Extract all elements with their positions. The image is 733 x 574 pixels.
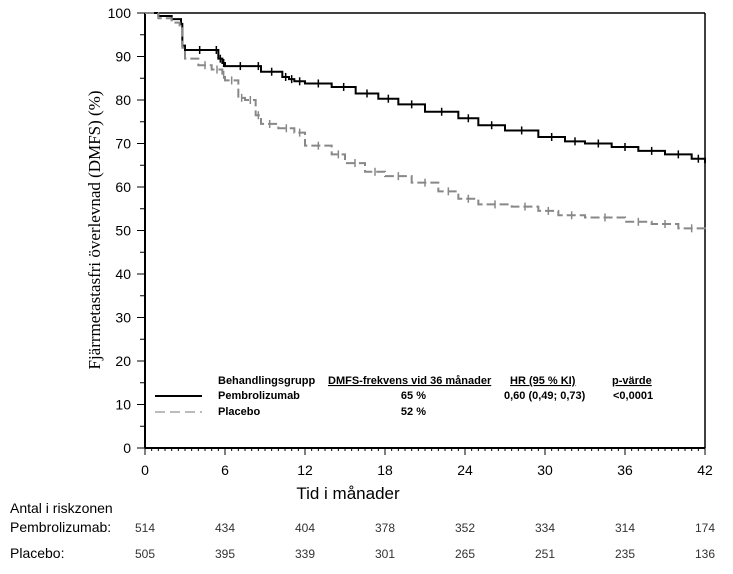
y-tick-label: 60 — [115, 179, 131, 195]
risk-table: Antal i riskzonen Pembrolizumab: Placebo… — [10, 500, 715, 561]
y-tick-label: 50 — [115, 223, 131, 239]
legend-header-group: Behandlingsgrupp — [218, 375, 315, 387]
risk-value: 505 — [135, 547, 155, 561]
y-tick-label: 10 — [115, 397, 131, 413]
legend-header-hr: HR (95 % KI) — [510, 375, 576, 387]
risk-value: 514 — [135, 521, 155, 535]
risk-row-values-pembrolizumab: 514 434 404 378 352 334 314 174 — [135, 521, 715, 535]
x-tick-label: 6 — [221, 462, 229, 478]
risk-value: 339 — [295, 547, 315, 561]
risk-value: 378 — [375, 521, 395, 535]
legend-header-rate: DMFS-frekvens vid 36 månader — [328, 375, 492, 387]
y-tick-label: 100 — [108, 5, 132, 21]
x-tick-label: 24 — [457, 462, 473, 478]
x-tick-label: 42 — [697, 462, 713, 478]
x-tick-label: 0 — [141, 462, 149, 478]
series-layer — [145, 12, 706, 233]
y-tick-labels: 0 10 20 30 40 50 60 70 80 90 100 — [108, 5, 132, 456]
risk-value: 334 — [535, 521, 555, 535]
legend-group-pembrolizumab: Pembrolizumab — [218, 390, 300, 402]
risk-value: 136 — [695, 547, 715, 561]
x-tick-label: 12 — [297, 462, 313, 478]
legend-hr-pembrolizumab: 0,60 (0,49; 0,73) — [504, 390, 586, 402]
legend-p-pembrolizumab: <0,0001 — [613, 390, 653, 402]
y-tick-label: 80 — [115, 92, 131, 108]
risk-value: 314 — [615, 521, 635, 535]
x-tick-label: 30 — [537, 462, 553, 478]
risk-row-label-pembrolizumab: Pembrolizumab: — [10, 519, 111, 535]
risk-value: 251 — [535, 547, 555, 561]
series-line-placebo — [145, 12, 706, 233]
series-line-pembrolizumab — [145, 12, 706, 164]
risk-value: 235 — [615, 547, 635, 561]
legend-group-placebo: Placebo — [218, 406, 260, 418]
risk-value: 301 — [375, 547, 395, 561]
risk-value: 434 — [215, 521, 235, 535]
axes — [137, 12, 706, 455]
y-tick-label: 20 — [115, 353, 131, 369]
y-tick-label: 70 — [115, 136, 131, 152]
risk-row-label-placebo: Placebo: — [10, 545, 64, 561]
risk-value: 265 — [455, 547, 475, 561]
y-tick-label: 40 — [115, 266, 131, 282]
risk-value: 174 — [695, 521, 715, 535]
legend-rate-pembrolizumab: 65 % — [401, 390, 426, 402]
x-tick-label: 36 — [617, 462, 633, 478]
legend-header-p: p-värde — [612, 375, 652, 387]
y-tick-label: 30 — [115, 310, 131, 326]
x-tick-labels: 0 6 12 18 24 30 36 42 — [141, 462, 713, 478]
y-tick-label: 90 — [115, 49, 131, 65]
risk-value: 352 — [455, 521, 475, 535]
risk-value: 395 — [215, 547, 235, 561]
legend: Behandlingsgrupp DMFS-frekvens vid 36 må… — [155, 375, 653, 418]
risk-row-values-placebo: 505 395 339 301 265 251 235 136 — [135, 547, 715, 561]
risk-value: 404 — [295, 521, 315, 535]
legend-rate-placebo: 52 % — [401, 406, 426, 418]
y-tick-label: 0 — [123, 440, 131, 456]
y-axis-label: Fjärrmetastasfri överlevnad (DMFS) (%) — [85, 90, 104, 369]
x-tick-label: 18 — [377, 462, 393, 478]
risk-table-title: Antal i riskzonen — [10, 500, 113, 516]
x-axis-label: Tid i månader — [296, 484, 400, 503]
